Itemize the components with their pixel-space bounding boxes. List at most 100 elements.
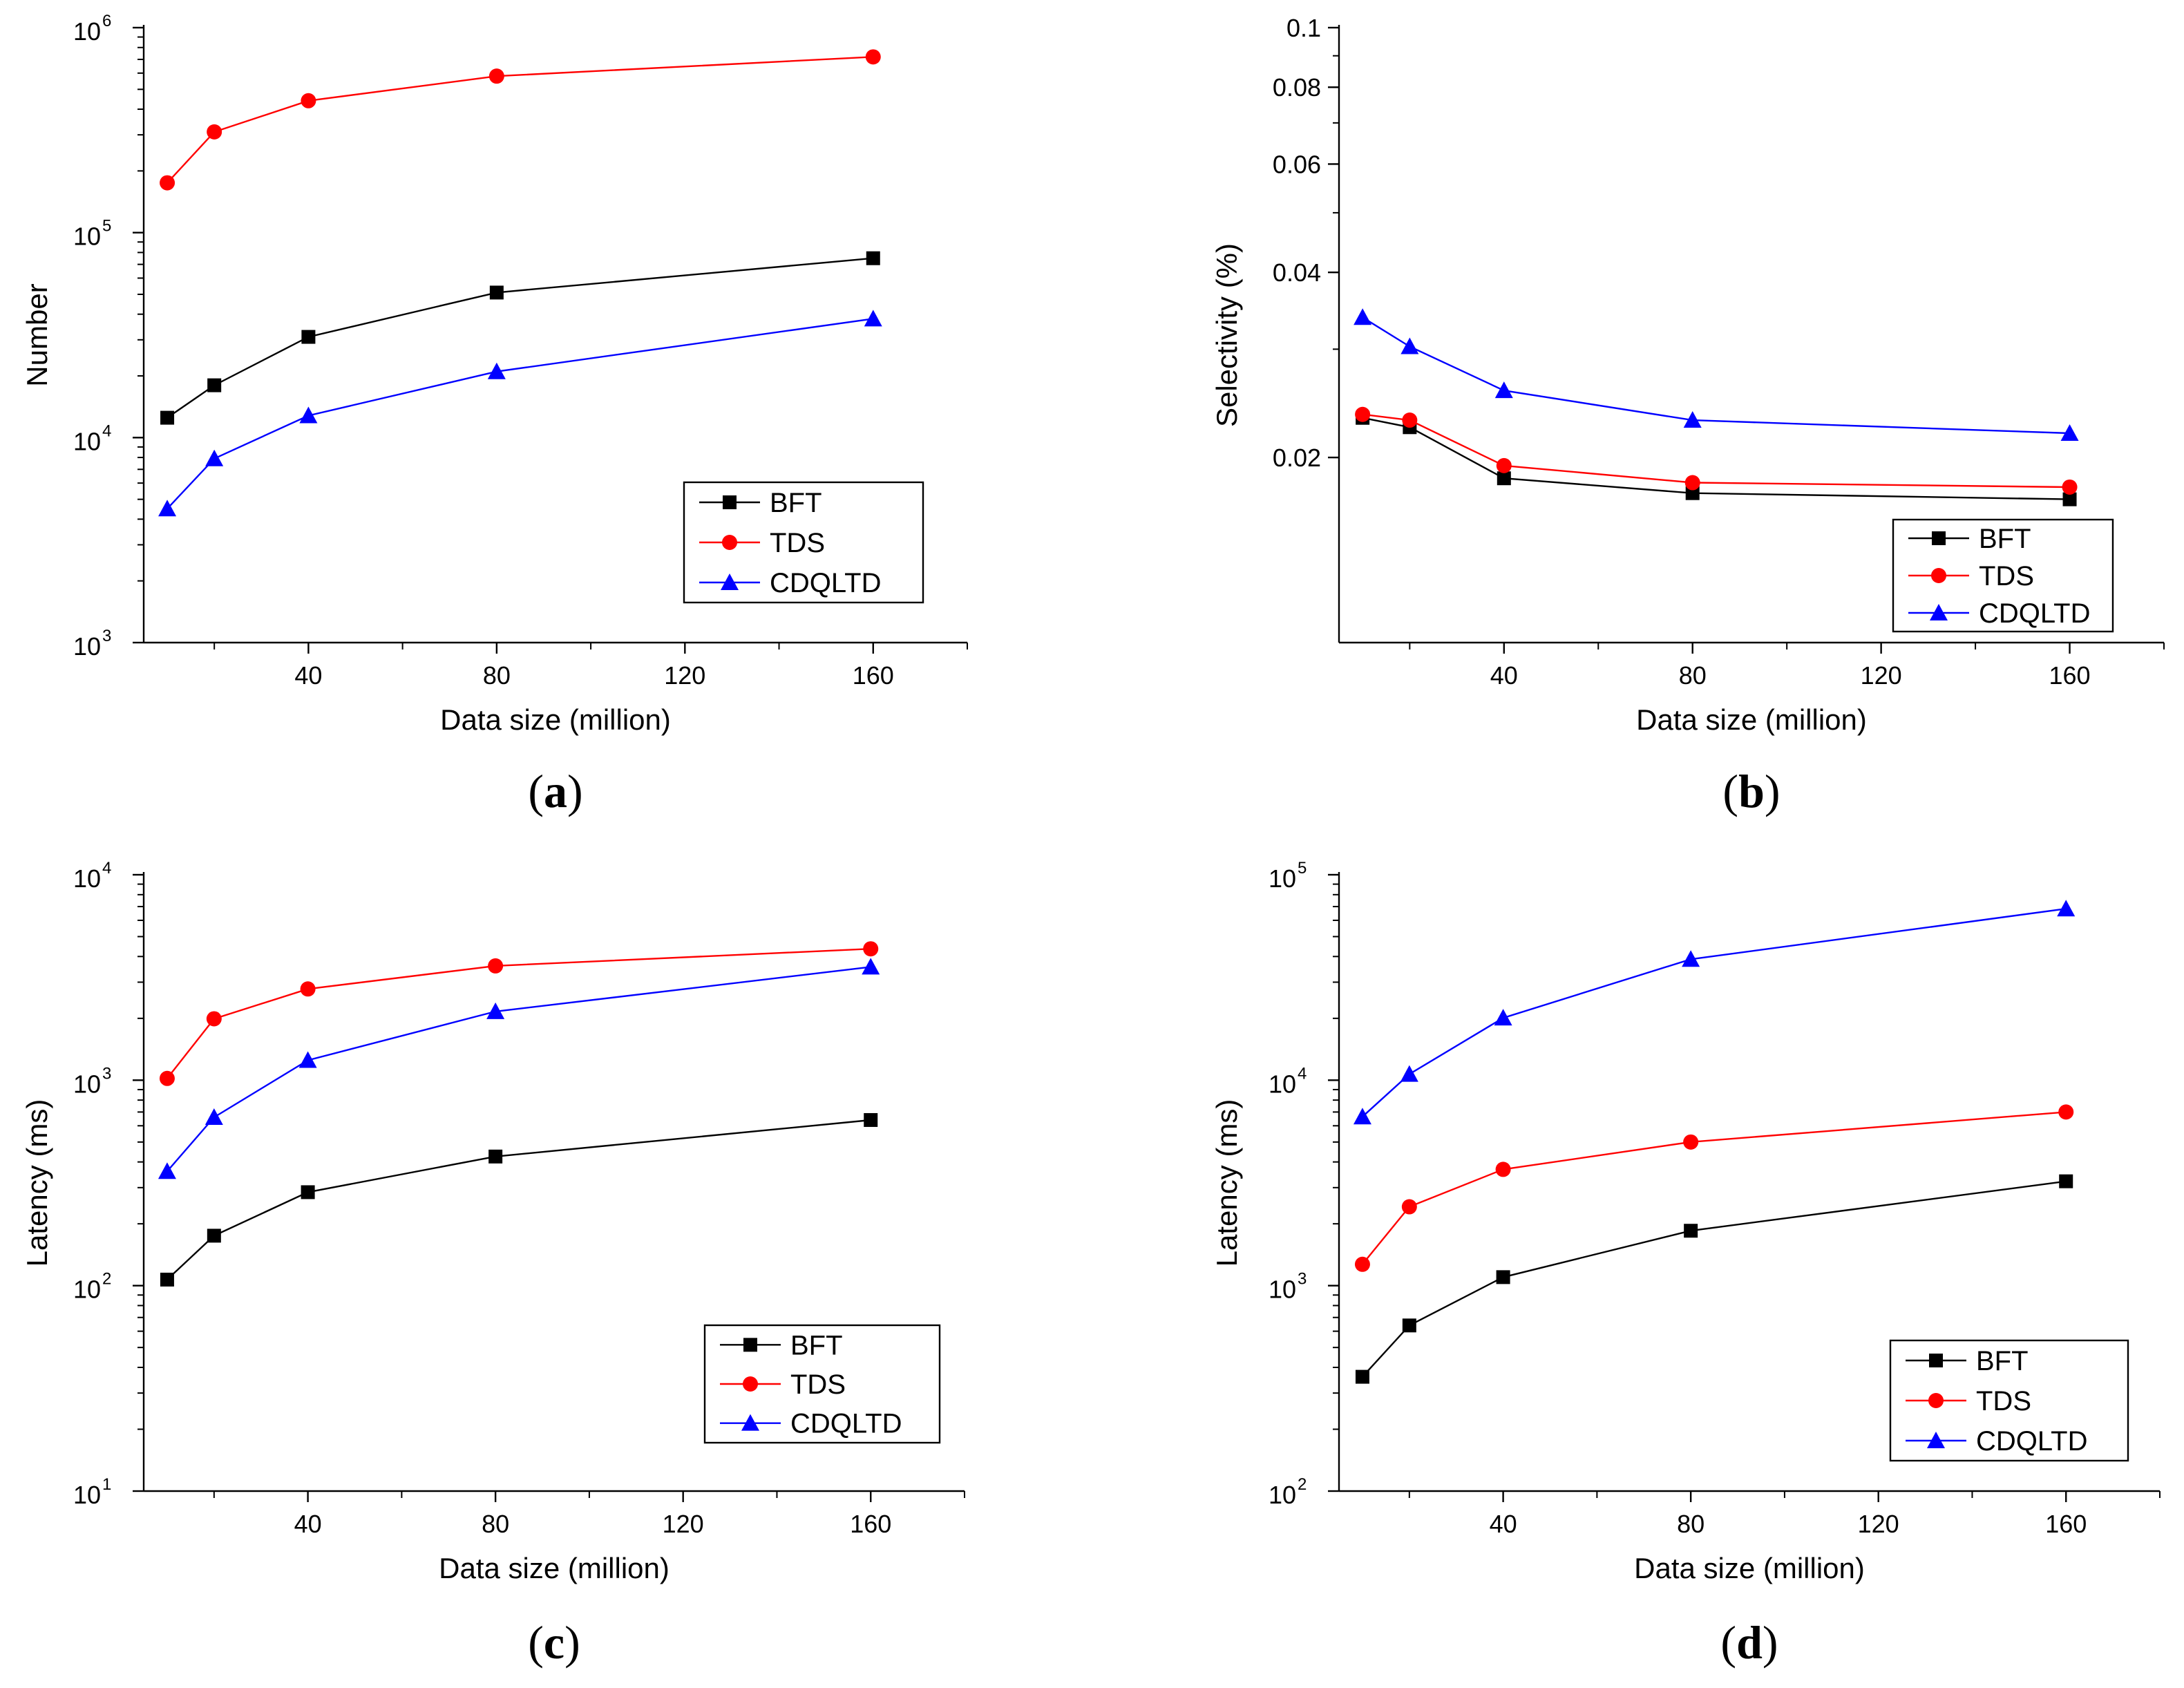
data-point-tds [1683,1134,1699,1150]
data-point-cdqltd [486,1002,505,1019]
data-point-tds [2062,479,2078,495]
legend-label: CDQLTD [790,1409,902,1439]
panel-label-open: ( [1722,765,1738,817]
panel-label: (b) [1722,765,1780,817]
data-point-cdqltd [299,406,318,424]
legend-marker-tds [743,1376,758,1392]
y-axis-title: Number [21,283,53,386]
y-tick-base: 10 [1269,1070,1296,1098]
x-tick-label: 80 [483,661,511,690]
data-point-bft [207,378,222,392]
y-tick-base: 10 [73,222,101,251]
data-point-cdqltd [298,1051,317,1068]
data-point-tds [863,941,879,957]
data-point-tds [1684,475,1700,491]
y-tick-exponent: 1 [102,1475,111,1494]
y-tick-exponent: 3 [1298,1270,1307,1289]
legend-label: TDS [1979,561,2034,591]
data-point-bft [1402,1318,1416,1333]
data-point-tds [206,1011,222,1027]
y-axis-title: Latency (ms) [21,1099,53,1267]
x-tick-label: 160 [2045,1510,2087,1538]
legend-marker-bft [723,495,737,509]
x-axis-title: Data size (million) [1636,703,1867,736]
data-point-bft [301,330,316,344]
x-axis-title: Data size (million) [440,703,671,736]
data-point-cdqltd [1400,1065,1418,1082]
y-tick-base: 10 [73,864,101,893]
data-point-cdqltd [487,362,506,379]
x-tick-label: 40 [1490,661,1518,690]
data-point-tds [488,958,504,974]
legend-marker-cdqltd [741,1414,759,1431]
data-point-bft [2059,1174,2073,1188]
x-tick-label: 160 [853,661,894,690]
legend-marker-cdqltd [721,573,739,590]
legend-marker-bft [1929,1354,1943,1367]
x-tick-label: 120 [663,1510,704,1538]
data-point-cdqltd [862,958,880,975]
panel-label: (a) [528,765,582,817]
data-point-cdqltd [1354,308,1372,325]
x-tick-label: 80 [1679,661,1707,690]
y-tick-label: 0.1 [1286,14,1321,42]
y-tick-base: 10 [73,17,101,46]
series-line-cdqltd [1362,908,2067,1118]
data-point-tds [301,93,316,108]
x-tick-label: 40 [294,1510,322,1538]
legend-label: TDS [1976,1386,2031,1416]
data-point-tds [1402,412,1418,428]
data-point-bft [1497,471,1511,486]
legend-marker-cdqltd [1927,1432,1945,1448]
panel-label-open: ( [1720,1616,1736,1669]
panel-label-letter: d [1736,1616,1763,1669]
y-tick-base: 10 [73,1276,101,1304]
y-tick-exponent: 4 [102,859,111,878]
y-tick-base: 10 [1269,864,1296,893]
x-axis-title: Data size (million) [439,1552,670,1584]
data-point-cdqltd [864,310,882,327]
legend-label: BFT [790,1330,843,1360]
series-line-tds [1361,1111,2067,1265]
panel-label: (c) [528,1616,580,1669]
data-point-tds [1354,1256,1370,1272]
x-tick-label: 40 [1490,1510,1517,1538]
data-point-tds [1401,1199,1417,1215]
data-point-bft [866,251,880,265]
y-tick-exponent: 3 [102,1064,111,1083]
y-tick-base: 10 [73,1070,101,1098]
legend-marker-tds [1928,1393,1944,1408]
legend-label: CDQLTD [1976,1426,2087,1457]
legend-label: TDS [790,1369,846,1400]
data-point-cdqltd [1400,337,1419,354]
data-point-bft [160,1272,174,1287]
panel-b: 40 80 120 160 0.02 0.04 0.06 0.08 0.1 Data size (… [1210,14,2165,817]
data-point-bft [207,1229,221,1243]
y-axis-title: Selectivity (%) [1210,243,1243,427]
panel-label-close: ) [1763,1616,1778,1669]
y-tick-base: 10 [73,632,101,661]
data-point-cdqltd [158,500,177,517]
panel-label-open: ( [528,765,544,817]
y-tick-exponent: 2 [1298,1475,1307,1494]
legend: BFT TDS CDQLTD [1892,518,2114,633]
legend-label: BFT [770,488,822,518]
panel-label-close: ) [1765,765,1781,817]
legend: BFT TDS CDQLTD [683,481,924,604]
x-tick-label: 40 [294,661,322,690]
series-line-cdqltd [1362,316,2070,435]
series-line-bft [167,1119,871,1280]
data-point-bft [1496,1270,1510,1284]
data-point-cdqltd [1494,1009,1512,1026]
data-point-cdqltd [2057,900,2076,917]
data-point-tds [160,175,175,191]
x-tick-label: 120 [664,661,705,690]
legend-label: TDS [770,528,825,558]
y-tick-exponent: 5 [1298,859,1307,878]
y-tick-base: 10 [73,427,101,455]
y-tick-exponent: 6 [102,12,111,30]
data-point-cdqltd [1682,950,1700,967]
panel-label-letter: a [544,765,567,817]
data-point-bft [488,1149,503,1164]
x-tick-label: 160 [2049,661,2091,690]
